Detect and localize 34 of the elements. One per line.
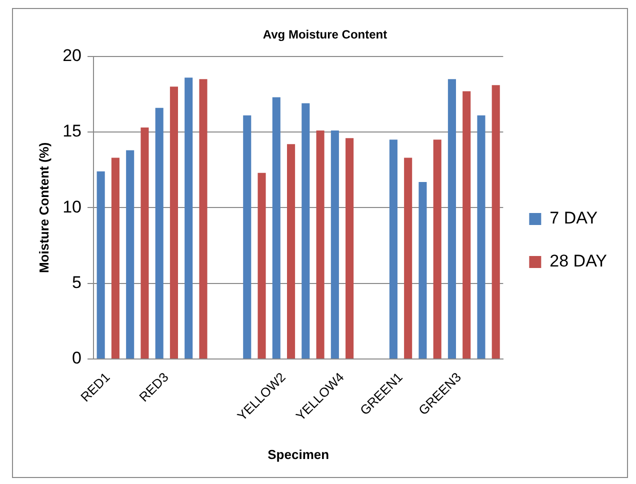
y-tick-label: 0 <box>72 348 82 368</box>
y-axis-title: Moisture Content (%) <box>36 142 52 274</box>
bar <box>433 140 442 358</box>
bar <box>492 85 500 358</box>
bar <box>404 158 412 358</box>
bar <box>111 158 120 358</box>
bar <box>96 171 105 358</box>
y-tick-label: 5 <box>72 272 82 292</box>
bar <box>477 115 486 358</box>
bar <box>126 150 134 358</box>
bar <box>140 128 149 358</box>
x-axis-title: Specimen <box>268 446 330 462</box>
bar <box>418 182 427 358</box>
bar <box>330 130 339 358</box>
bar <box>302 103 310 358</box>
legend-label: 28 DAY <box>550 252 608 271</box>
chart-title: Avg Moisture Content <box>262 28 388 42</box>
legend-label: 7 DAY <box>550 208 598 228</box>
bar <box>243 115 252 358</box>
y-tick-label: 15 <box>62 122 82 141</box>
bar <box>155 108 164 358</box>
bar <box>184 78 193 358</box>
bar <box>346 138 354 358</box>
bar <box>287 144 296 358</box>
y-tick-label: 10 <box>62 197 82 216</box>
bar <box>258 172 266 358</box>
bar <box>389 140 398 358</box>
bar <box>462 91 471 358</box>
y-tick-label: 20 <box>62 46 82 66</box>
bar <box>170 86 178 358</box>
bar <box>448 79 456 358</box>
bar <box>316 130 324 358</box>
bar <box>199 79 208 358</box>
bar <box>272 97 280 358</box>
